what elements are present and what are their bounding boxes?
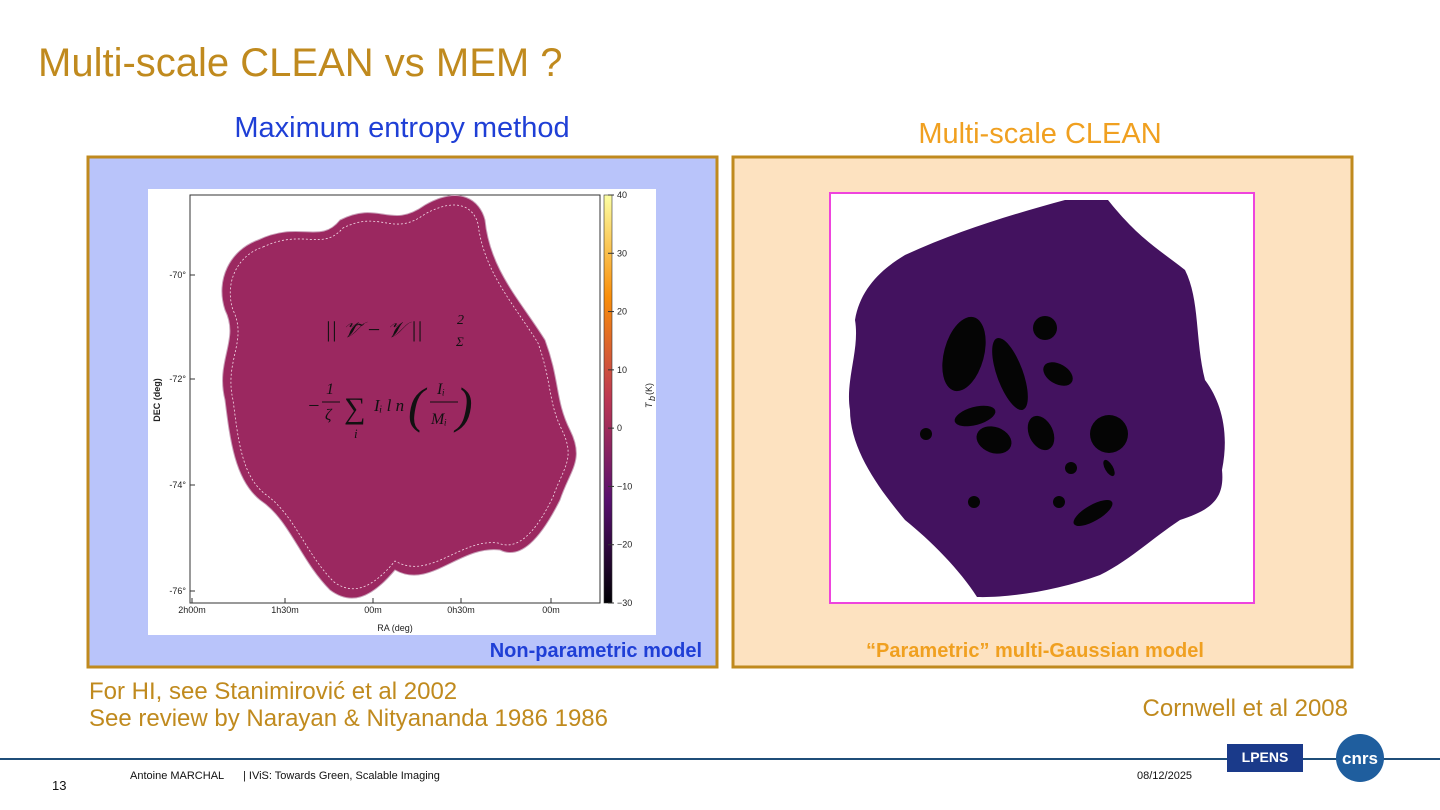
panel-heading: Maximum entropy method	[234, 112, 569, 144]
y-tick-label: -74°	[169, 480, 186, 490]
mask-contour	[229, 204, 569, 590]
reference: For HI, see Stanimirović et al 2002	[89, 678, 457, 705]
reference: Cornwell et al 2008	[1143, 695, 1348, 722]
colorbar-tick-label: 30	[617, 248, 627, 258]
colorbar-tick-label: 10	[617, 365, 627, 375]
footer-author: Antoine MARCHAL	[130, 770, 224, 782]
colorbar	[603, 194, 613, 604]
panel-caption: Non-parametric model	[490, 640, 702, 662]
formula-paren: (	[408, 377, 428, 433]
colorbar-tick-label: −10	[617, 481, 632, 491]
y-tick-label: -72°	[169, 374, 186, 384]
formula-frac-den: ζ	[325, 407, 333, 424]
lab-logo	[1227, 744, 1303, 772]
formula-sum-index: i	[354, 426, 358, 441]
footer-date: 08/12/2025	[1137, 770, 1192, 782]
panel-caption: “Parametric” multi-Gaussian model	[866, 640, 1204, 662]
formula-term: Iᵢ l n	[373, 396, 404, 415]
formula-frac-num: 1	[326, 381, 334, 398]
colorbar-tick-label: 20	[617, 307, 627, 317]
footer-talk: | IViS: Towards Green, Scalable Imaging	[243, 770, 440, 782]
colorbar-label: T	[644, 401, 654, 408]
formula-norm: || 𝒱̃ − 𝒱 ||	[325, 317, 423, 342]
gaussian-components	[920, 316, 1128, 526]
x-tick-label: 00m	[364, 605, 382, 615]
formula-sub: Σ	[455, 334, 464, 349]
colorbar-tick-label: 0	[617, 423, 622, 433]
panel-heading: Multi-scale CLEAN	[918, 118, 1161, 150]
colorbar-label-sub: b	[647, 396, 657, 401]
formula-sup: 2	[457, 313, 464, 328]
org-logo-text: cnrs	[1342, 749, 1378, 768]
msclean-model-map	[848, 200, 1225, 598]
y-axis-label: DEC (deg)	[152, 378, 162, 422]
colorbar-tick-label: −20	[617, 540, 632, 550]
y-tick-label: -76°	[169, 586, 186, 596]
formula-minus: −	[307, 395, 321, 417]
org-logo	[1336, 734, 1384, 782]
formula-ratio-den: Mᵢ	[430, 411, 447, 428]
y-tick-label: -70°	[169, 270, 186, 280]
x-tick-label: 0h30m	[447, 605, 475, 615]
x-tick-label: 2h00m	[178, 605, 206, 615]
colorbar-label-unit: (K)	[644, 383, 654, 395]
mem-model-map	[221, 195, 577, 599]
x-axis-label: RA (deg)	[377, 623, 413, 633]
colorbar-tick-label: 40	[617, 190, 627, 200]
formula-ratio-num: Iᵢ	[436, 381, 445, 398]
colorbar-tick-label: −30	[617, 598, 632, 608]
x-tick-label: 00m	[542, 605, 560, 615]
slide-title: Multi-scale CLEAN vs MEM ?	[38, 41, 563, 85]
page-number: 13	[52, 778, 66, 793]
lab-logo-text: LPENS	[1242, 749, 1289, 765]
x-tick-label: 1h30m	[271, 605, 299, 615]
plot-frame	[189, 194, 601, 604]
formula-sum: ∑	[344, 392, 365, 425]
formula-paren: )	[453, 377, 473, 433]
reference: See review by Narayan & Nityananda 1986 …	[89, 705, 608, 732]
